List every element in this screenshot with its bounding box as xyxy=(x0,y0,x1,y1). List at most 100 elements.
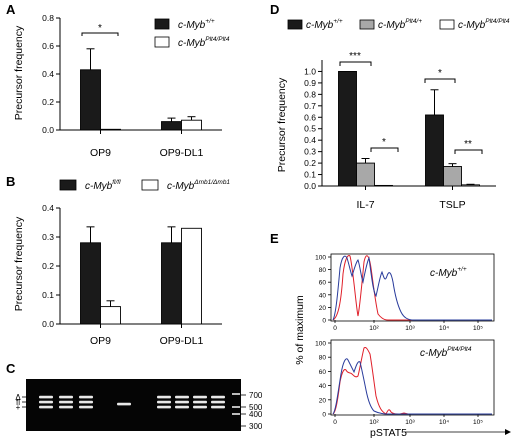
y-tick-label: 0.0 xyxy=(304,181,316,191)
panel-d-legend-label-2: c-MybPlt4/+ xyxy=(378,18,422,31)
histogram-top-label: c-Myb+/+ xyxy=(430,266,467,279)
panel-d-sig-1: *** xyxy=(349,51,361,62)
panel-a-ylabel: Precursor frequency xyxy=(13,25,25,120)
gel-bands xyxy=(39,393,240,415)
bar xyxy=(461,184,480,187)
panel-d-bracket-2 xyxy=(370,147,399,152)
x-tick-label: 10³ xyxy=(405,325,415,332)
gel-band xyxy=(175,400,189,404)
panel-b-chart: 0.0 0.1 0.2 0.3 0.4 OP9 OP9-DL1 xyxy=(42,203,222,347)
x-tick-label: 10² xyxy=(369,325,379,332)
panel-a-significance-bracket xyxy=(81,32,119,36)
gel-band xyxy=(175,395,189,399)
bar xyxy=(161,121,182,131)
panel-b-ylabel: Precursor frequency xyxy=(13,216,25,311)
gel-band xyxy=(39,405,53,409)
x-tick-label: OP9 xyxy=(90,335,111,347)
histogram-bottom-blue-curve xyxy=(332,358,492,415)
panel-d-legend-swatch-1 xyxy=(287,19,303,30)
gel-band xyxy=(193,405,207,409)
y-tick-label: 20 xyxy=(319,397,327,404)
bar xyxy=(100,128,121,131)
panel-d-legend-label-3: c-MybPlt4/Plt4 xyxy=(458,18,510,31)
y-tick-label: 0.6 xyxy=(42,41,54,51)
panel-a: A Precursor frequency 0.0 0.2 0.4 0.6 0.8 OP9… xyxy=(6,2,230,159)
gel-band xyxy=(79,405,93,409)
gel-band xyxy=(39,400,53,404)
panel-d-bracket-1 xyxy=(339,61,372,66)
bar xyxy=(80,242,101,325)
y-tick-label: 0 xyxy=(322,412,326,419)
gel-band xyxy=(157,395,171,399)
gel-ladder-400: 400 xyxy=(249,410,263,419)
y-tick-label: 0.2 xyxy=(42,97,54,107)
y-tick-label: 0.1 xyxy=(42,290,54,300)
gel-ladder-300: 300 xyxy=(249,422,263,431)
panel-b-legend-swatch-1 xyxy=(59,179,77,191)
histogram-top-blue-curve xyxy=(332,255,492,321)
x-tick-label: TSLP xyxy=(439,199,465,211)
histogram-top-axes: 0 20 40 60 80 100 0 10² 10³ 10⁴ 10⁵ xyxy=(315,255,483,333)
bar xyxy=(100,306,121,325)
gel-band xyxy=(211,405,225,409)
gel-band xyxy=(59,405,73,409)
panel-a-legend-label-2: c-MybPlt4/Plt4 xyxy=(178,36,230,49)
panel-a-legend-swatch-2 xyxy=(154,36,170,48)
gel-band xyxy=(117,402,131,406)
gel-marker-delta: Δ xyxy=(15,393,21,402)
y-tick-label: 100 xyxy=(315,341,326,348)
gel-image xyxy=(26,379,241,431)
bar xyxy=(443,166,462,187)
gel-marker-plus: + xyxy=(16,403,21,412)
panel-c-label: C xyxy=(6,361,16,376)
gel-ladder-500: 500 xyxy=(249,403,263,412)
gel-marker-fl: fl xyxy=(16,398,20,407)
y-tick-label: 0.1 xyxy=(304,170,316,180)
panel-c: C Δ fl + 700 500 400 300 xyxy=(6,361,263,431)
histogram-bottom-red-curve xyxy=(332,347,492,415)
bar xyxy=(425,114,444,187)
y-tick-label: 0.9 xyxy=(304,78,316,88)
y-tick-label: 0.4 xyxy=(304,135,316,145)
histogram-bottom-label: c-MybPlt4/Plt4 xyxy=(420,346,472,359)
y-tick-label: 40 xyxy=(319,292,327,299)
x-tick-label: 0 xyxy=(333,325,337,332)
y-tick-label: 40 xyxy=(319,383,327,390)
x-tick-label: IL-7 xyxy=(356,199,374,211)
panel-d-bracket-3 xyxy=(424,78,456,83)
panel-a-chart: 0.0 0.2 0.4 0.6 0.8 OP9 OP9-DL1 xyxy=(42,13,222,159)
x-tick-label: OP9-DL1 xyxy=(160,147,204,159)
bar xyxy=(80,69,101,131)
y-tick-label: 60 xyxy=(319,280,327,287)
panel-d: D c-Myb+/+ c-MybPlt4/+ c-MybPlt4/Plt4 Pr… xyxy=(270,2,510,211)
x-tick-label: OP9-DL1 xyxy=(160,335,204,347)
gel-band xyxy=(39,395,53,399)
y-tick-label: 20 xyxy=(319,305,327,312)
y-tick-label: 0.8 xyxy=(304,89,316,99)
y-tick-label: 80 xyxy=(319,267,327,274)
gel-band xyxy=(79,395,93,399)
y-tick-label: 1.0 xyxy=(304,66,316,76)
bar xyxy=(356,162,375,187)
gel-band xyxy=(157,400,171,404)
panel-d-sig-4: ** xyxy=(464,139,472,150)
panel-d-sig-3: * xyxy=(438,68,442,79)
panel-d-chart: 0.00.1 0.20.3 0.40.5 0.60.7 0.80.9 1.0 IL-7 TSL… xyxy=(304,60,496,211)
histogram-bottom-axes: 0 20 40 60 80 100 0 10² 10³ 10⁴ 10⁵ xyxy=(315,341,483,427)
x-tick-label: 0 xyxy=(333,419,337,426)
panel-e: E % of maximum pSTAT5 0 20 40 60 80 100 0 10² 10… xyxy=(270,231,511,439)
panel-e-arrowhead xyxy=(505,429,511,435)
y-tick-label: 0.3 xyxy=(42,232,54,242)
gel-ladder-700: 700 xyxy=(249,391,263,400)
x-tick-label: 10⁵ xyxy=(473,419,483,426)
y-tick-label: 0.4 xyxy=(42,203,54,213)
y-tick-label: 0.2 xyxy=(304,158,316,168)
y-tick-label: 0.5 xyxy=(304,124,316,134)
bar xyxy=(181,227,202,325)
panel-b-legend-label-1: c-Mybfl/fl xyxy=(85,179,121,192)
y-tick-label: 0.8 xyxy=(42,13,54,23)
y-tick-label: 0.7 xyxy=(304,101,316,111)
bar xyxy=(181,119,202,131)
panel-d-label: D xyxy=(270,2,279,17)
